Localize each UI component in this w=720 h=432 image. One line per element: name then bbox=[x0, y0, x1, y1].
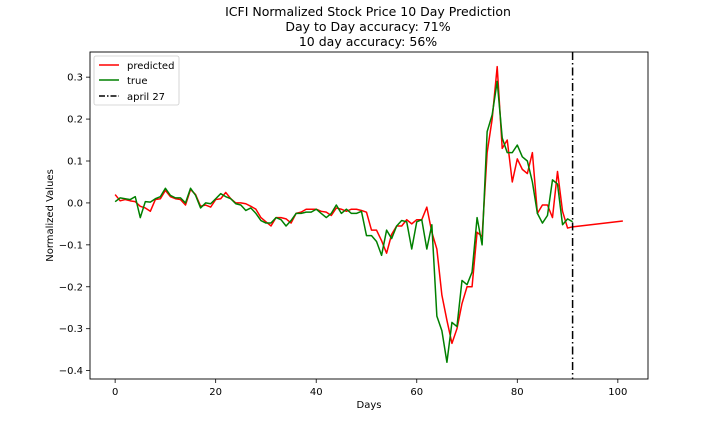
y-axis-label: Normalized Values bbox=[45, 169, 56, 262]
y-tick-label: 0.2 bbox=[67, 115, 83, 126]
legend-label-predicted: predicted bbox=[127, 61, 174, 72]
y-tick-label: 0.3 bbox=[67, 73, 83, 84]
legend: predicted true april 27 bbox=[93, 55, 180, 106]
legend-box bbox=[93, 55, 180, 106]
x-tick-label: 60 bbox=[410, 387, 423, 398]
chart-title-line-3: 10 day accuracy: 56% bbox=[299, 34, 437, 49]
x-tick-label: 100 bbox=[608, 387, 627, 398]
x-tick-label: 20 bbox=[209, 387, 222, 398]
y-tick-label: 0.1 bbox=[67, 157, 83, 168]
y-tick-label: −0.2 bbox=[59, 282, 83, 293]
chart-title-line-2: Day to Day accuracy: 71% bbox=[285, 19, 450, 34]
x-axis-label: Days bbox=[357, 400, 382, 411]
series-line-true bbox=[114, 80, 573, 363]
x-tick-label: 40 bbox=[310, 387, 323, 398]
axis-ticks: 0 20 40 60 80 100 −0.4 −0.3 −0.2 −0.1 0.0 0.1 0.2 0.3 bbox=[59, 73, 628, 398]
plot-lines bbox=[114, 52, 623, 379]
chart-title-line-1: ICFI Normalized Stock Price 10 Day Predi… bbox=[225, 4, 511, 19]
plot-frame bbox=[89, 51, 649, 380]
y-tick-label: −0.3 bbox=[59, 324, 83, 335]
x-tick-label: 0 bbox=[112, 387, 118, 398]
y-tick-label: 0.0 bbox=[67, 198, 83, 209]
series-line-predicted bbox=[114, 65, 623, 345]
y-tick-label: −0.1 bbox=[59, 240, 83, 251]
legend-label-april-27: april 27 bbox=[127, 92, 165, 103]
y-tick-label: −0.4 bbox=[59, 366, 83, 377]
x-tick-label: 80 bbox=[511, 387, 524, 398]
legend-label-true: true bbox=[127, 76, 148, 87]
